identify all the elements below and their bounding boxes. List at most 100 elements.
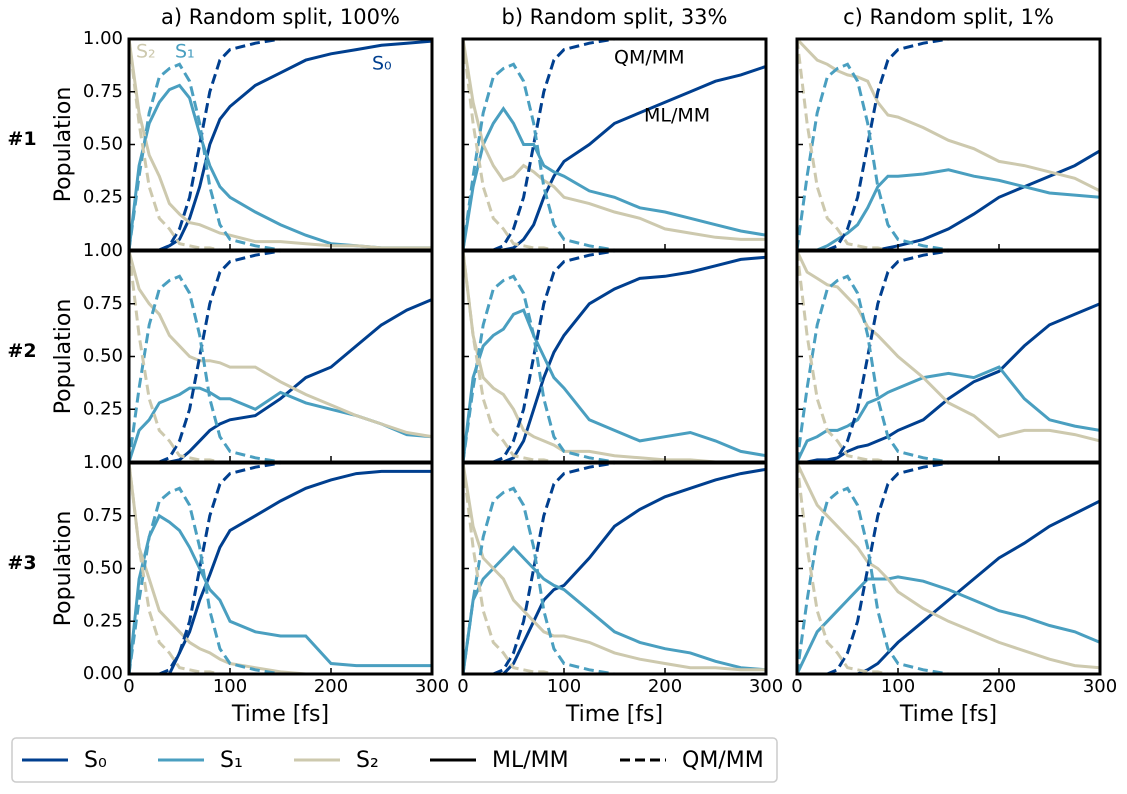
series-line (129, 39, 432, 250)
x-tick-label: 100 (547, 676, 581, 697)
series-line (797, 168, 1100, 250)
y-tick-label: 0.75 (83, 505, 123, 526)
x-tick-label: 100 (881, 676, 915, 697)
annotation: QM/MM (614, 47, 685, 69)
series-line (129, 251, 432, 462)
series-line (797, 62, 1100, 250)
y-tick-label: 0.50 (83, 558, 123, 579)
legend-label: S₁ (220, 748, 243, 773)
axes-frame (127, 461, 434, 676)
series-line (463, 251, 766, 462)
axes-frame (461, 37, 768, 252)
series-line (797, 274, 1100, 462)
series-line (129, 251, 432, 462)
series-line (463, 251, 766, 462)
y-tick-label: 0.50 (83, 134, 123, 155)
y-tick-label: 0.25 (83, 186, 123, 207)
y-tick-label: 1.00 (83, 452, 123, 473)
axes-frame (461, 461, 768, 676)
y-tick-label: 0.25 (83, 610, 123, 631)
axes-frame (127, 249, 434, 464)
series-line (129, 274, 432, 462)
legend-label: S₂ (356, 748, 379, 773)
series-line (129, 463, 432, 674)
x-axis-label: Time [fs] (231, 702, 329, 727)
x-axis-label: Time [fs] (899, 702, 997, 727)
y-tick-label: 0.50 (83, 346, 123, 367)
annotation: S₁ (175, 41, 195, 63)
y-tick-label: 1.00 (83, 28, 123, 49)
series-line (797, 463, 1100, 674)
x-tick-label: 300 (1083, 676, 1117, 697)
series-line (463, 274, 766, 462)
series-line (463, 467, 766, 674)
legend-label: S₀ (84, 748, 107, 773)
series-line (129, 251, 432, 439)
series-line (463, 39, 766, 250)
series-line (463, 39, 766, 241)
series-line (129, 463, 432, 674)
x-tick-label: 0 (457, 676, 468, 697)
annotation: S₀ (372, 53, 392, 75)
y-tick-label: 0.00 (83, 663, 123, 684)
x-axis-label: Time [fs] (565, 702, 663, 727)
y-tick-label: 1.00 (83, 240, 123, 261)
annotation: ML/MM (644, 105, 710, 127)
series-line (797, 39, 1100, 250)
series-line (129, 463, 432, 674)
series-line (129, 39, 432, 250)
x-tick-label: 200 (982, 676, 1016, 697)
series-line (463, 39, 766, 250)
x-tick-label: 200 (648, 676, 682, 697)
x-tick-label: 300 (749, 676, 783, 697)
row-label: #2 (7, 340, 36, 362)
series-line (463, 64, 766, 250)
series-line (463, 255, 766, 462)
series-line (129, 469, 432, 674)
series-line (463, 62, 766, 250)
row-label: #1 (7, 128, 36, 150)
panel-title: b) Random split, 33% (501, 5, 727, 29)
y-axis-label: Population (51, 299, 76, 415)
series-line (129, 298, 432, 462)
series-line (463, 463, 766, 674)
series-line (463, 463, 766, 672)
series-line (797, 463, 1100, 670)
series-line (129, 62, 432, 250)
series-line (129, 39, 432, 250)
series-line (129, 513, 432, 674)
x-tick-label: 200 (314, 676, 348, 697)
x-tick-label: 100 (213, 676, 247, 697)
x-tick-label: 0 (791, 676, 802, 697)
axes-frame (795, 37, 1102, 252)
series-line (129, 486, 432, 674)
series-line (797, 39, 1100, 193)
panel-title: c) Random split, 1% (843, 5, 1054, 29)
series-line (797, 251, 1100, 462)
series-line (463, 486, 766, 674)
y-axis-label: Population (51, 511, 76, 627)
y-tick-label: 0.75 (83, 81, 123, 102)
series-line (463, 105, 766, 250)
row-label: #3 (7, 552, 36, 574)
axes-frame (795, 461, 1102, 676)
legend-box (11, 737, 778, 783)
x-tick-label: 300 (415, 676, 449, 697)
series-line (463, 308, 766, 462)
y-axis-label: Population (51, 87, 76, 203)
series-line (463, 251, 766, 462)
series-line (463, 545, 766, 674)
annotation: S₂ (136, 41, 156, 63)
series-line (797, 39, 1100, 250)
series-line (797, 251, 1100, 462)
y-tick-label: 0.25 (83, 398, 123, 419)
series-line (129, 83, 432, 250)
x-tick-label: 0 (123, 676, 134, 697)
series-line (129, 39, 432, 250)
series-line (797, 251, 1100, 443)
series-line (463, 463, 766, 674)
series-line (797, 499, 1100, 674)
series-line (797, 302, 1100, 462)
series-line (797, 486, 1100, 674)
